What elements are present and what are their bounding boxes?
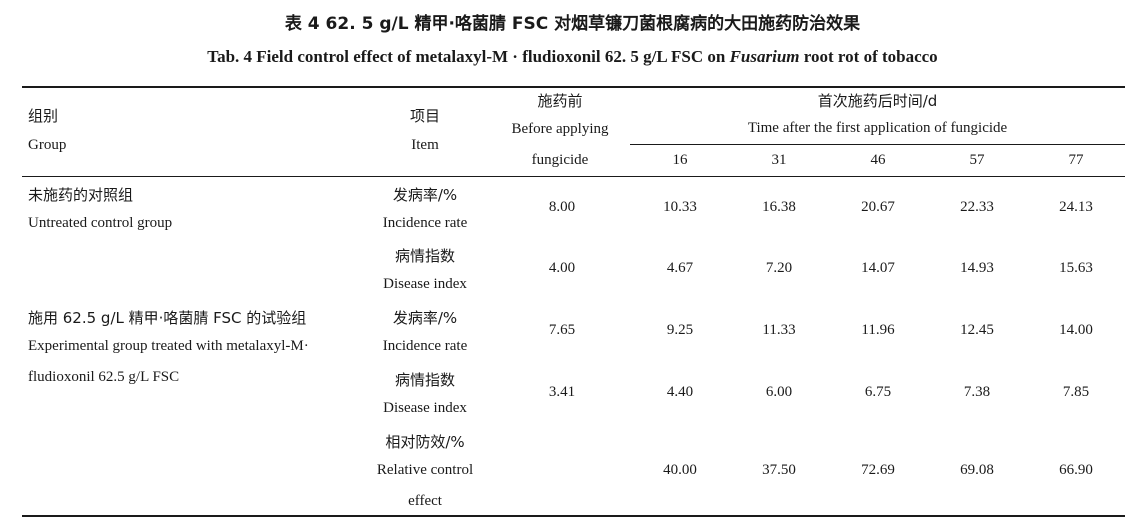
table-cell: 11.33 <box>762 322 796 338</box>
header-before-en1: Before applying <box>511 121 609 137</box>
header-day: 77 <box>1068 152 1084 168</box>
table-cell: 4.40 <box>666 384 694 400</box>
header-group-cn: 组别 <box>28 107 59 125</box>
table-cell: 7.38 <box>963 384 991 400</box>
table-cell: 72.69 <box>861 462 895 478</box>
item-disease-en: Disease index <box>383 276 467 292</box>
header-before-cn: 施药前 <box>537 92 583 110</box>
table-cell: 7.20 <box>765 260 793 276</box>
item-disease-cn: 病情指数 <box>394 371 455 389</box>
header-day: 57 <box>969 152 985 168</box>
control-group-cn: 未施药的对照组 <box>28 186 134 204</box>
header-item-cn: 项目 <box>409 107 440 125</box>
table-cell: 40.00 <box>663 462 697 478</box>
header-day: 16 <box>672 152 688 168</box>
item-incidence-en: Incidence rate <box>382 338 468 354</box>
header-sub-rule <box>630 144 1125 145</box>
table-cell: 4.00 <box>548 260 576 276</box>
table-cell: 11.96 <box>861 322 895 338</box>
header-day: 46 <box>870 152 886 168</box>
header-before-en2: fungicide <box>531 152 589 168</box>
title-en-suffix: root rot of tobacco <box>799 47 938 66</box>
table-cell: 15.63 <box>1059 260 1093 276</box>
header-after-cn: 首次施药后时间/d <box>817 92 938 110</box>
exp-group-cn: 施用 62.5 g/L 精甲·咯菌腈 FSC 的试验组 <box>28 309 307 327</box>
header-group-en: Group <box>28 137 67 153</box>
table-title-cn: 表 4 62. 5 g/L 精甲·咯菌腈 FSC 对烟草镰刀菌根腐病的大田施药防… <box>284 14 861 34</box>
table-cell: 3.41 <box>548 384 576 400</box>
table-cell: 14.07 <box>861 260 895 276</box>
table-cell: 37.50 <box>762 462 796 478</box>
exp-group-en2: fludioxonil 62.5 g/L FSC <box>28 369 180 385</box>
table-cell: 12.45 <box>960 322 994 338</box>
title-en-italic: Fusarium <box>729 47 800 66</box>
header-item-en: Item <box>411 137 439 153</box>
title-en-prefix: Tab. 4 Field control effect of metalaxyl… <box>207 47 730 66</box>
item-relative-cn: 相对防效/% <box>385 433 465 451</box>
header-bottom-rule <box>22 176 1125 177</box>
exp-group-en1: Experimental group treated with metalaxy… <box>28 338 309 354</box>
item-disease-cn: 病情指数 <box>394 247 455 265</box>
table-cell: 6.00 <box>765 384 793 400</box>
item-relative-en1: Relative control <box>376 462 474 478</box>
item-incidence-cn: 发病率/% <box>392 309 458 327</box>
table-cell: 4.67 <box>666 260 694 276</box>
table-cell: 9.25 <box>666 322 694 338</box>
table-cell: 24.13 <box>1059 199 1093 215</box>
item-incidence-cn: 发病率/% <box>392 186 458 204</box>
header-day: 31 <box>771 152 787 168</box>
table-cell: 66.90 <box>1059 462 1093 478</box>
table-cell: 69.08 <box>960 462 994 478</box>
table-cell: 14.93 <box>960 260 994 276</box>
table-cell: 6.75 <box>864 384 892 400</box>
item-incidence-en: Incidence rate <box>382 215 468 231</box>
table-cell: 8.00 <box>548 199 576 215</box>
top-rule <box>22 86 1125 88</box>
table-cell: 10.33 <box>663 199 697 215</box>
item-disease-en: Disease index <box>383 400 467 416</box>
table-cell: 16.38 <box>762 199 796 215</box>
table-cell: 7.65 <box>548 322 576 338</box>
table-cell: 20.67 <box>861 199 895 215</box>
table-cell: 7.85 <box>1062 384 1090 400</box>
table-cell: 14.00 <box>1059 322 1093 338</box>
table-cell: 22.33 <box>960 199 994 215</box>
item-relative-en2: effect <box>408 493 442 509</box>
bottom-rule <box>22 515 1125 517</box>
table-title-en: Tab. 4 Field control effect of metalaxyl… <box>0 47 1145 67</box>
header-after-en: Time after the first application of fung… <box>747 120 1008 136</box>
control-group-en: Untreated control group <box>28 215 173 231</box>
